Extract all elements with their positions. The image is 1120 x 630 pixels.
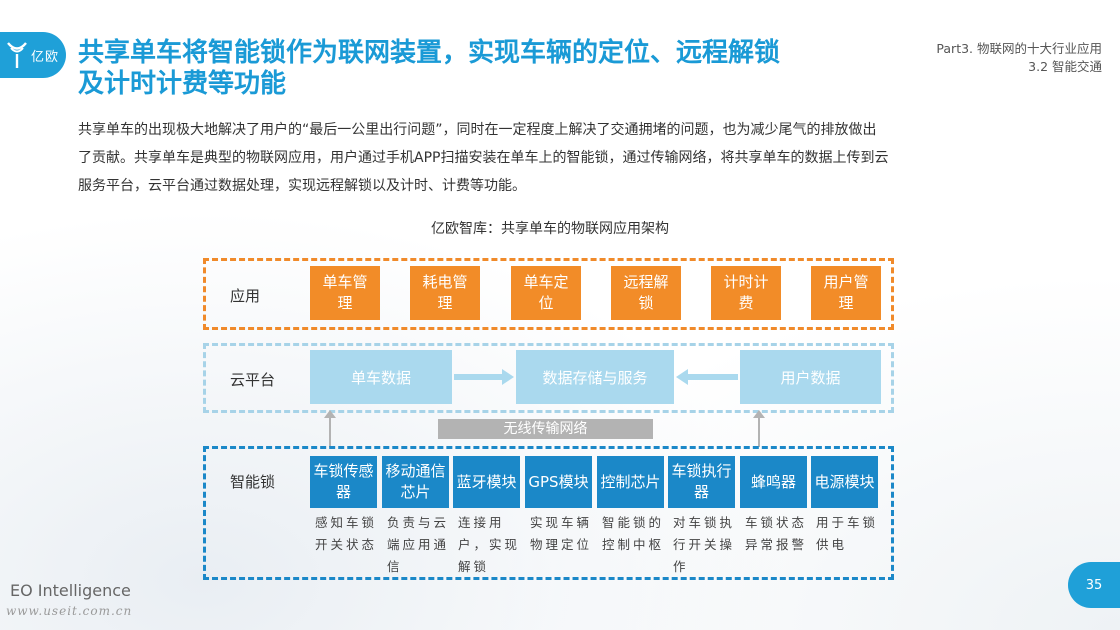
bluetooth-module-desc: 连接用户，实现解锁 <box>458 515 521 574</box>
watermark: www.useit.com.cn <box>6 604 133 618</box>
app-item-user-management: 用户管理 <box>811 266 881 320</box>
section-sublabel: 3.2 智能交通 <box>1028 59 1102 74</box>
lock-actuator-desc: 对车锁执行开关操作 <box>673 515 736 574</box>
bluetooth-module: 蓝牙模块 <box>453 456 520 508</box>
app-item-timing-billing: 计时计费 <box>711 266 781 320</box>
control-chip: 控制芯片 <box>597 456 664 508</box>
arrow-right-icon <box>454 369 514 385</box>
arrow-left-icon <box>676 369 738 385</box>
intro-line-1: 共享单车的出现极大地解决了用户的“最后一公里出行问题”，同时在一定程度上解决了交… <box>78 122 877 138</box>
logo-icon <box>7 42 27 68</box>
app-item-power-management: 耗电管理 <box>410 266 480 320</box>
logo-text: 亿欧 <box>31 49 60 65</box>
cloud-user-data: 用户数据 <box>740 350 881 404</box>
cloud-storage-service: 数据存储与服务 <box>516 350 674 404</box>
lock-sensor: 车锁传感器 <box>310 456 377 508</box>
gps-module: GPS模块 <box>525 456 592 508</box>
gps-module-desc: 实现车辆物理定位 <box>530 515 593 552</box>
lock-sensor-desc: 感知车锁开关状态 <box>315 515 378 552</box>
wireless-network-bar: 无线传输网络 <box>438 419 653 439</box>
arrow-up-icon <box>753 410 765 447</box>
buzzer-desc: 车锁状态异常报警 <box>745 515 808 552</box>
cloud-bike-data: 单车数据 <box>310 350 452 404</box>
intro-paragraph: 共享单车的出现极大地解决了用户的“最后一公里出行问题”，同时在一定程度上解决了交… <box>78 116 1068 200</box>
app-item-bike-location: 单车定位 <box>511 266 581 320</box>
mobile-comm-chip: 移动通信芯片 <box>382 456 449 508</box>
lock-actuator: 车锁执行器 <box>668 456 735 508</box>
lock-layer-label: 智能锁 <box>230 473 276 491</box>
part-label: Part3. 物联网的十大行业应用 <box>936 41 1102 56</box>
power-module-desc: 用于车锁供电 <box>816 515 879 552</box>
app-layer-label: 应用 <box>230 287 261 305</box>
brand-footer: EO Intelligence <box>10 581 131 600</box>
app-layer: 应用 <box>203 258 894 330</box>
cloud-layer-label: 云平台 <box>230 371 276 389</box>
title-line-2: 及计时计费等功能 <box>78 69 287 99</box>
intro-line-3: 服务平台，云平台通过数据处理，实现远程解锁以及计时、计费等功能。 <box>78 178 526 194</box>
lock-layer: 智能锁 <box>203 446 894 580</box>
page-title: 共享单车将智能锁作为联网装置，实现车辆的定位、远程解锁 及计时计费等功能 <box>78 38 858 100</box>
arrow-up-icon <box>324 410 336 447</box>
mobile-comm-chip-desc: 负责与云端应用通信 <box>387 515 450 574</box>
intro-line-2: 了贡献。共享单车是典型的物联网应用，用户通过手机APP扫描安装在单车上的智能锁，… <box>78 150 889 166</box>
app-item-remote-unlock: 远程解锁 <box>611 266 681 320</box>
logo: 亿欧 <box>0 32 66 78</box>
title-line-1: 共享单车将智能锁作为联网装置，实现车辆的定位、远程解锁 <box>78 38 781 68</box>
section-label: Part3. 物联网的十大行业应用 3.2 智能交通 <box>936 40 1102 76</box>
app-item-bike-management: 单车管理 <box>310 266 380 320</box>
page-number: 35 <box>1068 562 1120 608</box>
buzzer: 蜂鸣器 <box>740 456 807 508</box>
power-module: 电源模块 <box>811 456 878 508</box>
control-chip-desc: 智能锁的控制中枢 <box>602 515 665 552</box>
diagram-title: 亿欧智库：共享单车的物联网应用架构 <box>431 221 669 237</box>
cloud-layer: 云平台 <box>203 343 894 413</box>
